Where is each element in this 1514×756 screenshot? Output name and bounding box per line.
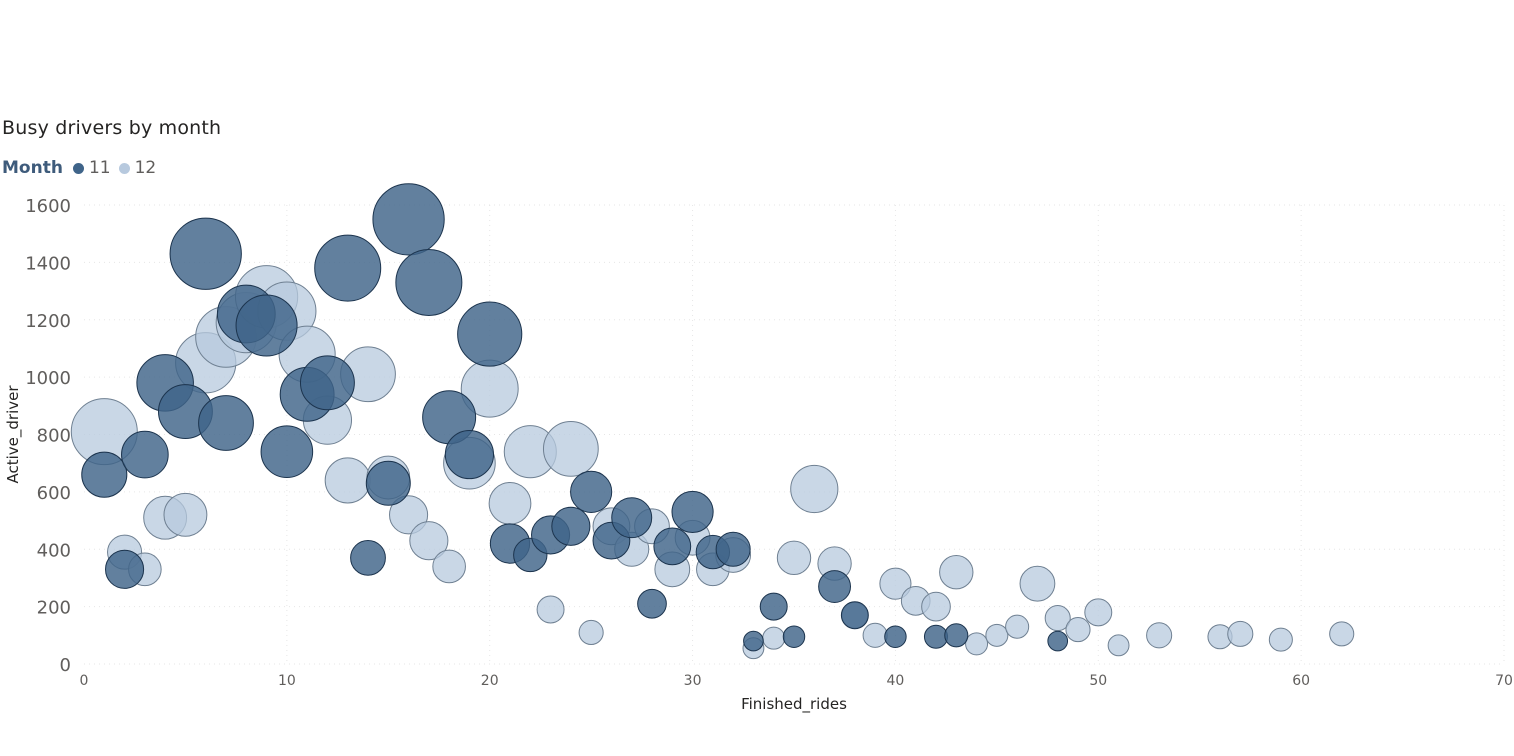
legend-item-12[interactable]: 12 [118,158,157,178]
bubble-month-12[interactable] [542,420,599,477]
x-tick-label: 50 [1089,673,1107,689]
bubble-month-11[interactable] [235,294,298,357]
y-tick-label: 400 [37,540,71,561]
bubble-month-12[interactable] [790,464,839,514]
legend-marker-11 [72,162,84,174]
bubble-month-12[interactable] [1065,617,1091,643]
legend-item-11[interactable]: 11 [72,158,111,178]
bubble-month-11[interactable] [637,588,667,619]
bubble-month-12[interactable] [1329,621,1355,647]
bubble-month-11[interactable] [198,395,254,451]
bubble-month-12[interactable] [536,595,565,624]
bubble-month-11[interactable] [105,549,145,589]
y-tick-label: 0 [60,655,71,676]
bubble-month-11[interactable] [818,570,852,603]
bubble-month-11[interactable] [715,531,751,567]
bubble-month-12[interactable] [921,591,951,622]
bubble-month-12[interactable] [879,567,912,600]
bubble-month-11[interactable] [1047,630,1069,652]
bubble-month-11[interactable] [372,183,445,256]
bubble-month-12[interactable] [163,492,208,537]
bubble-month-11[interactable] [81,451,128,498]
bubble-month-11[interactable] [299,355,355,411]
y-tick-label: 1200 [25,311,71,332]
bubble-month-12[interactable] [324,457,371,504]
bubble-month-12[interactable] [1044,605,1071,632]
x-tick-label: 0 [80,673,89,689]
bubble-month-11[interactable] [759,592,788,621]
bubble-month-12[interactable] [985,623,1009,647]
bubble-month-12[interactable] [488,481,532,525]
bubble-month-11[interactable] [884,625,907,648]
x-tick-label: 10 [278,673,296,689]
bubble-month-12[interactable] [1107,634,1130,657]
y-tick-label: 800 [37,426,71,447]
legend-label-12: 12 [134,158,157,178]
bubble-month-12[interactable] [1084,598,1113,627]
bubble-month-11[interactable] [944,623,969,648]
chart-title: Busy drivers by month [2,117,222,139]
y-axis-title: Active_driver [4,385,23,484]
bubble-month-11[interactable] [457,301,523,367]
bubble-month-11[interactable] [782,625,806,648]
bubble-month-12[interactable] [1019,565,1056,602]
legend[interactable]: Month 11 12 [2,158,164,178]
y-tick-label: 200 [37,598,71,619]
series-11 [81,183,1069,652]
bubble-month-12[interactable] [578,619,604,645]
bubble-month-11[interactable] [121,430,169,479]
bubble-month-11[interactable] [743,630,764,652]
y-tick-label: 1000 [25,368,71,389]
bubble-month-12[interactable] [409,521,449,561]
bubble-month-12[interactable] [1005,614,1030,639]
x-axis-title: Finished_rides [741,695,847,714]
bubble-month-12[interactable] [965,632,989,656]
bubble-month-12[interactable] [1268,627,1293,652]
bubble-month-12[interactable] [762,626,786,650]
bubble-month-12[interactable] [1227,620,1254,647]
bubble-month-12[interactable] [1146,622,1173,649]
bubble-month-11[interactable] [169,217,242,290]
bubble-month-11[interactable] [365,460,411,506]
x-tick-label: 70 [1495,673,1513,689]
bubble-month-11[interactable] [923,624,949,649]
bubble-month-12[interactable] [939,555,974,590]
y-tick-label: 600 [37,483,71,504]
bubble-month-12[interactable] [862,622,888,648]
x-tick-label: 60 [1292,673,1310,689]
x-tick-label: 20 [481,673,499,689]
legend-label-11: 11 [88,158,111,178]
x-tick-label: 30 [684,673,702,689]
legend-title: Month [2,158,63,178]
bubble-month-11[interactable] [551,506,591,546]
bubble-month-11[interactable] [260,425,314,479]
x-tick-label: 40 [887,673,905,689]
bubble-month-11[interactable] [611,497,653,539]
bubble-month-11[interactable] [444,429,495,480]
bubble-month-11[interactable] [671,490,714,534]
bubble-month-11[interactable] [653,527,692,566]
bubble-month-11[interactable] [350,539,386,576]
y-tick-label: 1600 [25,196,71,217]
bubble-month-12[interactable] [776,540,812,576]
bubble-month-11[interactable] [395,248,463,316]
bubble-month-11[interactable] [314,234,382,302]
y-tick-label: 1400 [25,253,71,274]
bubble-month-12[interactable] [432,549,466,584]
legend-marker-12 [118,162,130,174]
bubble-month-11[interactable] [570,470,613,513]
bubble-month-11[interactable] [840,601,869,630]
